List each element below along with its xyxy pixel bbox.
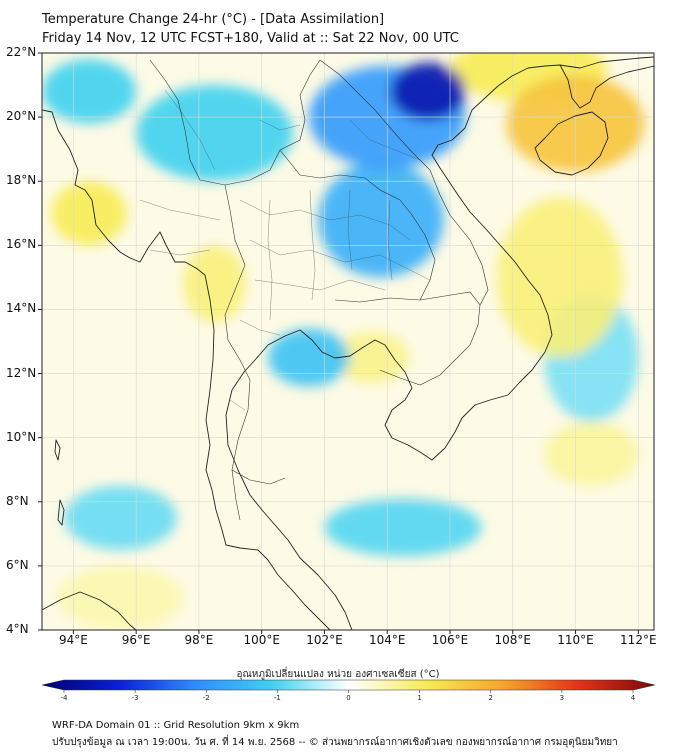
lon-label: 98°E: [184, 633, 214, 647]
lon-label: 104°E: [368, 633, 406, 647]
colorbar-tick-label: 3: [559, 694, 565, 702]
colorbar-tick-label: -2: [202, 694, 210, 702]
map-frame: [41, 52, 655, 631]
coastline-andaman: [54, 439, 65, 526]
map-title: Temperature Change 24-hr (°C) - [Data As…: [42, 12, 385, 27]
anomaly-warm-sw-corner: [57, 565, 184, 630]
lat-label: 18°N: [6, 173, 37, 188]
lat-label: 12°N: [6, 365, 37, 380]
anomaly-cold-malay-sea: [324, 498, 482, 557]
province-lines: [139, 89, 431, 411]
colorbar-tick-label: -1: [273, 694, 281, 702]
lat-label: 8°N: [6, 493, 29, 508]
lon-label: 96°E: [121, 633, 151, 647]
coastline-myanmar: [42, 109, 331, 630]
coastline-gulf-thailand: [225, 329, 463, 630]
colorbar-label: อุณหภูมิเปลี่ยนแปลง หน่วย องศาเซลเซียส (…: [236, 669, 440, 680]
colorbar: [41, 679, 656, 693]
lon-label: 94°E: [58, 633, 88, 647]
colorbar-tick-label: 2: [488, 694, 493, 702]
border-malaysia: [231, 469, 286, 485]
lat-label: 20°N: [6, 109, 37, 124]
coastline-south-china: [559, 64, 654, 109]
anomaly-warm-thailand-west: [183, 245, 246, 323]
footer-update-info: ปรับปรุงข้อมูล ณ เวลา 19:00น. วัน ศ. ที่…: [52, 737, 618, 748]
lon-label: 110°E: [557, 633, 594, 647]
border-laos-vietnam: [319, 59, 489, 306]
lat-label: 4°N: [6, 622, 29, 636]
anomaly-warm-gulf-east: [333, 331, 410, 384]
footer-model-info: WRF-DA Domain 01 :: Grid Resolution 9km …: [52, 720, 300, 731]
axis-ticks: [38, 52, 639, 634]
anomaly-cold-gulf-west: [267, 328, 350, 387]
lon-label: 102°E: [306, 633, 343, 647]
lat-label: 16°N: [6, 237, 37, 252]
anomaly-warm-south-east: [544, 421, 639, 486]
border-cambodia: [334, 291, 481, 386]
coastline-hainan: [534, 111, 609, 176]
lon-label: 108°E: [494, 633, 532, 647]
anomaly-cold-andaman: [42, 59, 137, 124]
lon-label: 100°E: [243, 633, 280, 647]
colorbar-tick-label: -4: [60, 694, 68, 702]
country-borders: [149, 59, 489, 521]
coastlines-and-borders: [42, 56, 654, 630]
coastline-sumatra: [42, 591, 137, 630]
anomaly-cold-northeast-thailand: [318, 161, 444, 278]
graticule: [42, 53, 654, 630]
lat-label: 14°N: [6, 301, 37, 316]
lat-label: 6°N: [6, 557, 29, 572]
anomaly-cold-myanmar-north: [136, 85, 294, 182]
border-thailand-laos: [279, 149, 436, 301]
colorbar-tick-label: 0: [346, 694, 351, 702]
lon-label: 112°E: [620, 633, 657, 647]
map-subtitle: Friday 14 Nov, 12 UTC FCST+180, Valid at…: [42, 31, 459, 46]
border-thailand-myanmar: [224, 184, 251, 521]
colorbar-tick-label: 1: [417, 694, 422, 702]
colorbar-tick-label: -3: [131, 694, 139, 702]
colorbar-tick-marks: [63, 690, 634, 693]
border-myanmar-china: [149, 59, 321, 186]
colorbar-tick-label: 4: [630, 694, 636, 702]
lat-label: 10°N: [6, 429, 37, 444]
anomaly-warm-vietnam-coast: [497, 197, 623, 358]
anomaly-warm-myanmar-coast: [51, 181, 127, 246]
anomaly-strong-cold-north-vietnam: [390, 62, 466, 121]
lon-label: 106°E: [431, 633, 469, 647]
coastline-vietnam: [431, 56, 654, 419]
lat-label: 22°N: [6, 45, 37, 59]
anomaly-cold-sw-sea: [63, 485, 177, 550]
